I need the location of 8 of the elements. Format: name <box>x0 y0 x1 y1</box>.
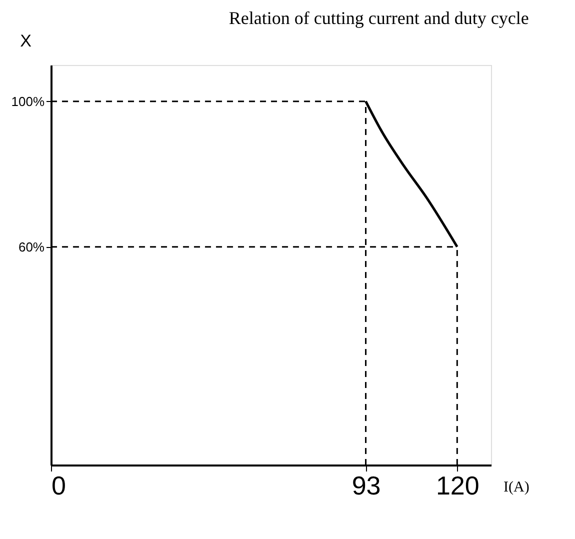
y-tick-label: 100% <box>11 94 45 109</box>
y-axis-title: X <box>20 32 32 50</box>
x-tick-label: 0 <box>52 470 66 500</box>
y-tick-label: 60% <box>18 239 45 254</box>
chart-title: Relation of cutting current and duty cycle <box>228 8 529 28</box>
x-axis-title: I(A) <box>504 480 530 496</box>
x-tick-label: 120 <box>436 470 480 500</box>
x-tick-label: 93 <box>352 470 381 500</box>
